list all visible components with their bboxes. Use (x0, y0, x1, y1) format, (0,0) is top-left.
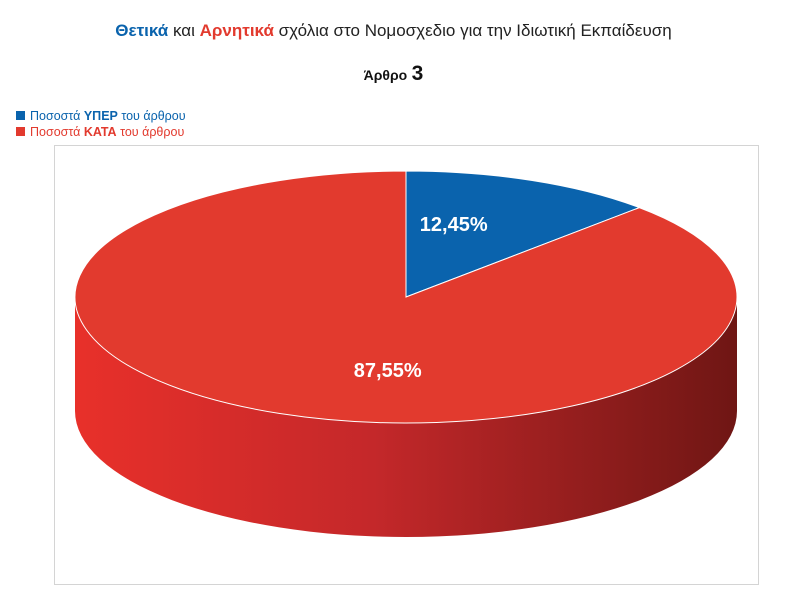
legend-text-yper: Ποσοστά ΥΠΕΡ του άρθρου (30, 109, 186, 123)
title-positive-word: Θετικά (115, 21, 169, 40)
title-rest: σχόλια στο Νομοσχεδιο για την Ιδιωτική Ε… (273, 21, 672, 40)
subtitle-word: Άρθρο (363, 67, 408, 83)
pie-side-wall (75, 297, 737, 537)
legend-entry-kata: Ποσοστά ΚΑΤΑ του άρθρου (16, 124, 186, 140)
legend-text-kata: Ποσοστά ΚΑΤΑ του άρθρου (30, 125, 185, 139)
plot-frame (54, 145, 759, 585)
legend-swatch-kata (16, 127, 25, 136)
legend-entry-yper: Ποσοστά ΥΠΕΡ του άρθρου (16, 108, 186, 124)
pie-slice-yper (405, 170, 641, 298)
legend-swatch-yper (16, 111, 25, 120)
chart-title: Θετικά και Αρνητικά σχόλια στο Νομοσχεδι… (0, 21, 787, 41)
title-negative-word: Αρνητικά (199, 21, 274, 40)
legend: Ποσοστά ΥΠΕΡ του άρθρου Ποσοστά ΚΑΤΑ του… (16, 108, 186, 140)
data-label-yper: 12,45% (420, 214, 488, 236)
chart-subtitle: Άρθρο 3 (0, 62, 787, 86)
subtitle-number: 3 (411, 62, 424, 85)
pie-slice-kata (74, 170, 738, 424)
data-label-kata: 87,55% (354, 360, 422, 382)
title-connector: και (168, 21, 200, 40)
